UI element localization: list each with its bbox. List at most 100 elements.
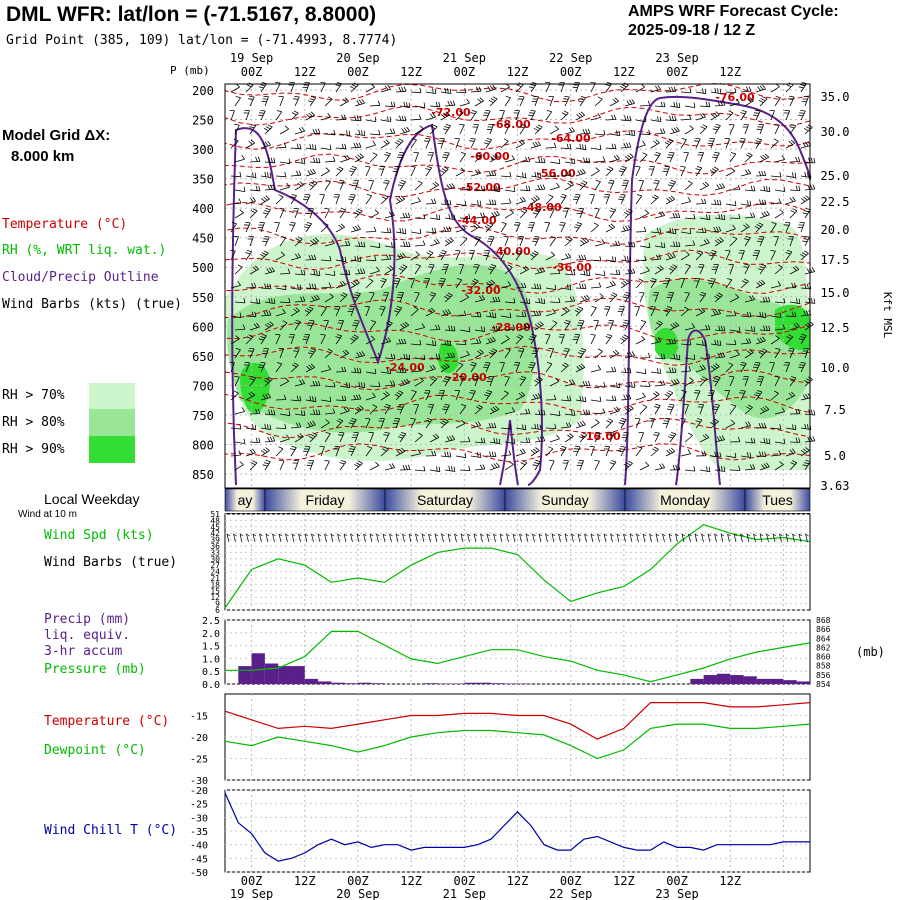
wind-barb xyxy=(784,222,791,233)
wind-barb xyxy=(410,449,422,457)
wind-barb xyxy=(653,180,660,191)
wind-chill-tick-label: -50 xyxy=(190,868,208,879)
wind-barb xyxy=(230,335,240,345)
wind-barb xyxy=(758,348,768,359)
wind-barb xyxy=(483,390,493,401)
surface-wind-barb xyxy=(590,533,595,543)
wind-barb xyxy=(664,138,674,149)
temperature-contour xyxy=(224,345,811,366)
wind-barb xyxy=(770,222,777,233)
surface-wind-barb xyxy=(376,533,380,543)
wind-barb xyxy=(789,185,801,191)
wind-barb xyxy=(249,408,261,415)
wind-barb xyxy=(693,390,701,401)
wind-barb xyxy=(774,407,786,415)
wind-barb xyxy=(635,368,647,375)
wind-barb xyxy=(697,404,704,415)
wind-barb xyxy=(455,339,467,345)
wind-barb xyxy=(260,423,272,430)
wind-barb xyxy=(680,87,692,94)
surface-wind-barb xyxy=(512,533,517,543)
wind-barb xyxy=(279,297,291,304)
temperature-contour-label: -28.00 xyxy=(491,321,531,334)
wind-barb xyxy=(684,377,694,387)
wind-barb xyxy=(744,349,754,359)
wind-barb xyxy=(739,361,747,373)
wind-barb xyxy=(290,395,302,402)
wind-barb xyxy=(530,171,542,178)
wind-barb xyxy=(395,115,407,122)
wind-barb xyxy=(654,463,666,471)
wind-barb xyxy=(399,126,410,135)
wind-chill-tick-label: -25 xyxy=(190,800,208,811)
wind-barb xyxy=(378,418,385,429)
wind-barb xyxy=(695,364,706,373)
wind-barb xyxy=(472,124,479,135)
wind-barb xyxy=(249,437,261,443)
temperature-contour-label: -44.00 xyxy=(457,214,497,227)
wind-barb xyxy=(752,362,761,373)
wind-barb xyxy=(384,463,396,471)
wind-barb xyxy=(459,465,471,471)
wind-barb xyxy=(294,181,304,191)
wind-barb xyxy=(774,461,784,471)
wind-barb xyxy=(708,278,716,289)
surface-wind-barb xyxy=(337,533,341,543)
wind-barb xyxy=(725,250,731,261)
surface-wind-barb xyxy=(525,533,530,543)
rh-legend-label: RH (%, WRT liq. wat.) xyxy=(2,243,167,258)
wind-barb xyxy=(500,250,506,261)
surface-wind-barb xyxy=(298,533,302,543)
wind-barb xyxy=(714,213,726,220)
wind-barb xyxy=(789,408,801,415)
wind-barb xyxy=(504,348,511,359)
temperature-contour xyxy=(224,225,811,245)
wind-barb xyxy=(639,320,647,331)
wind-barb xyxy=(302,194,311,205)
pressure-tick-label: 350 xyxy=(192,173,214,187)
wind-barb xyxy=(680,138,687,149)
wind-barb xyxy=(365,392,376,401)
wind-barb xyxy=(739,390,746,401)
wind-barb xyxy=(725,87,737,94)
surface-wind-barb xyxy=(772,533,777,543)
wind-barb xyxy=(666,152,675,163)
wind-barb xyxy=(714,100,726,107)
wind-barb xyxy=(482,362,491,373)
wind-barb xyxy=(392,418,400,429)
wind-barb xyxy=(440,199,452,206)
surface-wind-barb xyxy=(473,533,478,543)
wind-barb xyxy=(257,222,265,233)
wind-barb xyxy=(248,96,255,107)
wind-barb xyxy=(380,116,392,122)
wind-barb xyxy=(489,405,500,415)
height-tick-label: 15.0 xyxy=(821,286,850,300)
temperature-contour xyxy=(224,393,811,415)
wind-barb xyxy=(575,143,587,151)
wind-barb xyxy=(392,278,401,289)
wind-barb xyxy=(624,99,635,107)
wind-barb xyxy=(530,310,542,317)
wind-barb xyxy=(579,380,591,387)
wind-barb xyxy=(308,180,318,191)
wind-barb xyxy=(302,334,310,345)
wind-barb xyxy=(609,130,621,137)
wind-barb xyxy=(549,297,561,303)
wind-barb xyxy=(489,296,501,303)
wind-barb xyxy=(262,208,271,219)
wind-barbs-label: Wind Barbs (true) xyxy=(44,555,178,570)
wind-barb xyxy=(752,250,760,261)
wind-barb xyxy=(444,435,456,443)
wind-barb xyxy=(459,98,470,107)
wind-speed-tick-label: 39 xyxy=(210,536,220,545)
surface-wind-barb xyxy=(577,533,582,543)
wind-barb xyxy=(437,138,445,149)
wind-barb xyxy=(275,423,287,429)
wind-barb xyxy=(756,124,764,135)
wind-barb xyxy=(798,362,806,373)
wind-chill-tick-label: -30 xyxy=(190,813,208,824)
wind-barb xyxy=(500,171,512,178)
weekday-label: Monday xyxy=(660,492,710,508)
wind-speed-tick-label: 45 xyxy=(210,523,220,532)
temperature-contour-label: -20.00 xyxy=(447,371,487,384)
